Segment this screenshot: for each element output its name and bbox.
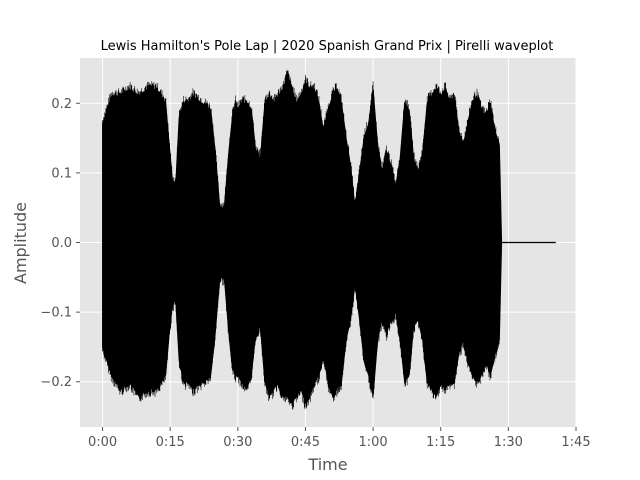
x-tick-label: 1:45 [561, 435, 590, 450]
y-tick-label: −0.1 [40, 306, 72, 321]
y-tick-label: 0.0 [51, 236, 72, 251]
y-tick-label: −0.2 [40, 375, 72, 390]
x-axis-ticks: 0:00 0:15 0:30 0:45 1:00 1:15 1:30 1:45 [88, 427, 591, 450]
y-axis-label: Amplitude [11, 202, 30, 284]
x-axis-label: Time [307, 455, 347, 474]
waveform [102, 69, 556, 410]
x-tick-label: 1:00 [358, 435, 387, 450]
x-tick-label: 0:15 [156, 435, 185, 450]
y-axis-ticks: 0.2 0.1 0.0 −0.1 −0.2 [40, 97, 80, 390]
y-tick-label: 0.1 [51, 166, 72, 181]
x-tick-label: 0:45 [291, 435, 320, 450]
waveform-peaks-top [102, 69, 502, 231]
x-tick-label: 0:00 [88, 435, 117, 450]
y-tick-label: 0.2 [51, 97, 72, 112]
x-tick-label: 1:15 [426, 435, 455, 450]
chart-title: Lewis Hamilton's Pole Lap | 2020 Spanish… [101, 39, 554, 54]
x-tick-label: 0:30 [223, 435, 252, 450]
waveform-peaks-bottom [102, 254, 502, 410]
x-tick-label: 1:30 [494, 435, 523, 450]
